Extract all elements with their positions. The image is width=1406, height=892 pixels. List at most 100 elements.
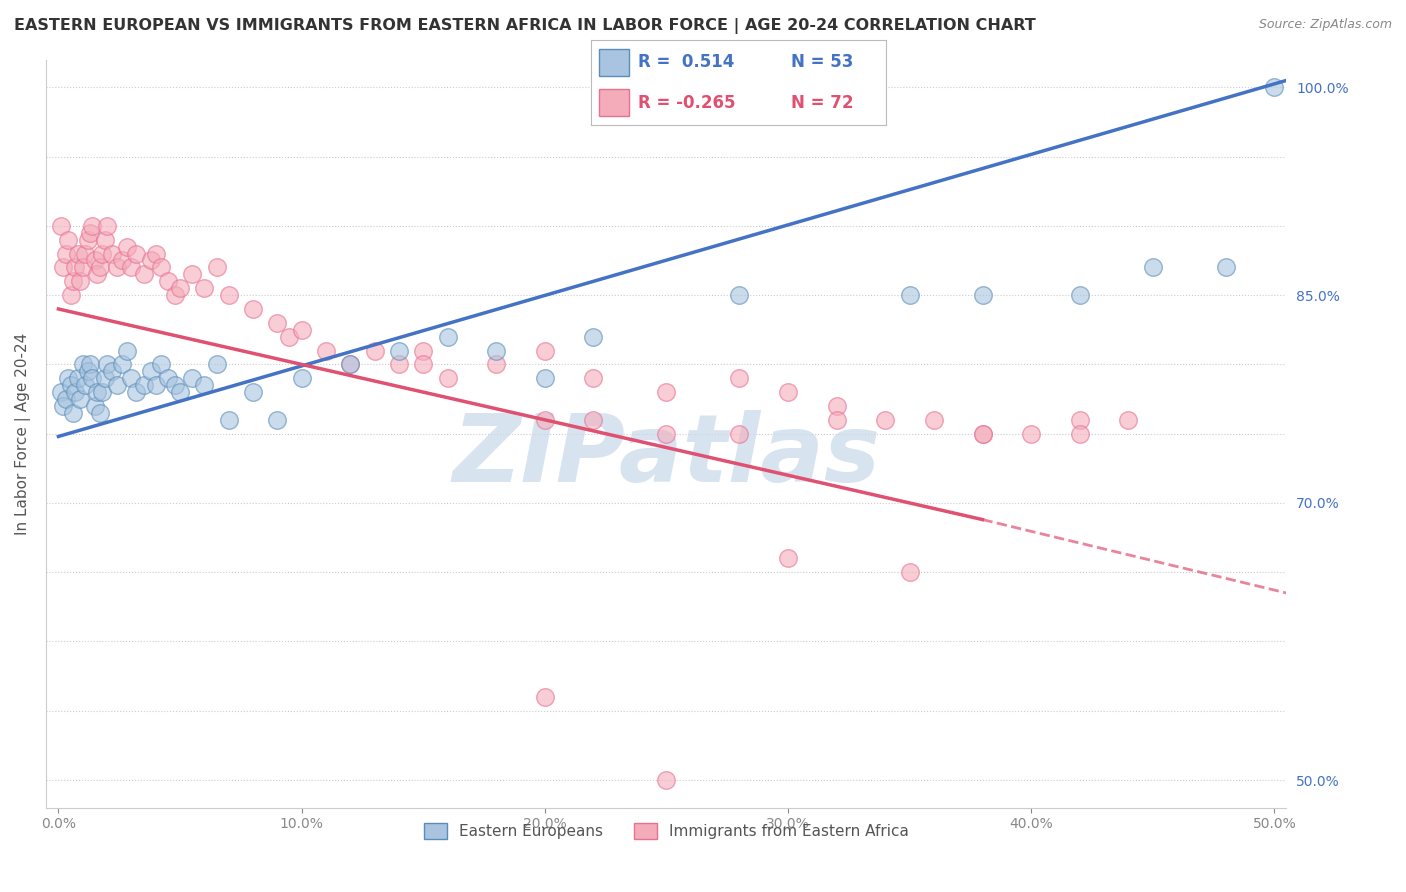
Point: [291, 371, 314, 385]
Point: [96, 219, 118, 233]
Point: [75, 246, 97, 260]
Point: [388, 343, 411, 358]
Point: [728, 288, 751, 302]
Point: [62, 406, 84, 420]
Point: [825, 413, 848, 427]
Point: [120, 260, 142, 275]
Point: [101, 364, 124, 378]
Point: [149, 358, 172, 372]
Point: [156, 371, 179, 385]
Point: [655, 426, 678, 441]
Point: [205, 358, 228, 372]
Point: [75, 378, 97, 392]
Point: [125, 385, 148, 400]
Text: Source: ZipAtlas.com: Source: ZipAtlas.com: [1258, 18, 1392, 31]
Point: [533, 690, 555, 704]
Point: [165, 288, 187, 302]
Point: [825, 399, 848, 413]
Point: [156, 274, 179, 288]
Point: [875, 413, 897, 427]
Point: [86, 268, 108, 282]
Point: [1118, 413, 1140, 427]
Point: [169, 281, 191, 295]
Point: [291, 323, 314, 337]
Point: [388, 358, 411, 372]
Point: [922, 413, 945, 427]
Point: [66, 371, 89, 385]
Point: [49, 385, 72, 400]
Point: [115, 343, 138, 358]
Point: [69, 274, 91, 288]
Point: [1069, 413, 1091, 427]
Point: [242, 385, 264, 400]
Point: [728, 426, 751, 441]
Point: [84, 253, 107, 268]
Point: [315, 343, 337, 358]
Point: [79, 358, 101, 372]
Point: [1019, 426, 1042, 441]
Text: N = 53: N = 53: [792, 54, 853, 71]
Point: [582, 413, 605, 427]
Point: [898, 566, 921, 580]
Point: [111, 253, 134, 268]
Point: [52, 260, 75, 275]
Point: [278, 329, 301, 343]
Point: [149, 260, 172, 275]
Point: [52, 399, 75, 413]
Point: [96, 358, 118, 372]
Point: [218, 288, 240, 302]
Point: [59, 378, 82, 392]
Point: [193, 281, 215, 295]
Point: [105, 378, 128, 392]
Point: [86, 385, 108, 400]
Point: [125, 246, 148, 260]
Point: [139, 253, 162, 268]
Point: [76, 233, 98, 247]
Point: [776, 551, 799, 566]
Point: [145, 378, 167, 392]
Point: [145, 246, 167, 260]
Point: [62, 274, 84, 288]
Point: [485, 343, 508, 358]
Point: [412, 358, 434, 372]
Point: [69, 392, 91, 406]
Point: [56, 371, 79, 385]
Point: [339, 358, 361, 372]
Point: [111, 358, 134, 372]
Point: [105, 260, 128, 275]
Point: [972, 288, 994, 302]
Text: R = -0.265: R = -0.265: [638, 94, 735, 112]
Point: [412, 343, 434, 358]
Point: [181, 371, 204, 385]
Point: [82, 219, 104, 233]
Point: [65, 260, 87, 275]
Point: [1069, 288, 1091, 302]
Point: [218, 413, 240, 427]
Point: [59, 288, 82, 302]
Point: [49, 219, 72, 233]
Point: [266, 413, 288, 427]
Bar: [599, 89, 628, 116]
Point: [76, 364, 98, 378]
Point: [1263, 80, 1285, 95]
Text: N = 72: N = 72: [792, 94, 853, 112]
Point: [139, 364, 162, 378]
Point: [56, 233, 79, 247]
Point: [582, 329, 605, 343]
Point: [193, 378, 215, 392]
Point: [485, 358, 508, 372]
Point: [776, 385, 799, 400]
Point: [533, 371, 555, 385]
Point: [972, 426, 994, 441]
Point: [55, 392, 77, 406]
Y-axis label: In Labor Force | Age 20-24: In Labor Force | Age 20-24: [15, 333, 31, 535]
Point: [93, 233, 115, 247]
Point: [132, 378, 155, 392]
Point: [65, 385, 87, 400]
Point: [101, 246, 124, 260]
Point: [82, 371, 104, 385]
Point: [266, 316, 288, 330]
Point: [72, 358, 94, 372]
Point: [91, 246, 114, 260]
Point: [89, 260, 111, 275]
